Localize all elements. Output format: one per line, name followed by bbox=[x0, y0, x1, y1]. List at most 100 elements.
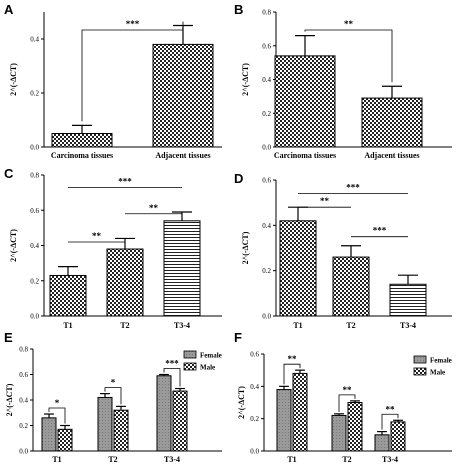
significance-label: *** bbox=[118, 176, 132, 186]
legend-label: Male bbox=[430, 369, 445, 377]
panel-letter: C bbox=[4, 166, 14, 181]
panel-letter: D bbox=[234, 171, 243, 186]
y-tick-label: 0.8 bbox=[30, 172, 39, 180]
bar bbox=[347, 402, 363, 452]
significance-label: *** bbox=[165, 359, 179, 369]
significance-bracket bbox=[381, 413, 399, 430]
y-axis-label: 2^(-ΔCT) bbox=[9, 63, 18, 96]
significance-bracket bbox=[104, 387, 122, 405]
significance-bracket bbox=[81, 21, 184, 122]
panel-f: F 0.0 0.2 0.4 0.6 2^(-ΔCT) T1 T2 T3-4 ** ** ** Femal… bbox=[234, 330, 452, 464]
x-category-label: T2 bbox=[346, 321, 355, 330]
significance-label: * bbox=[111, 378, 116, 388]
y-tick-label: 0.6 bbox=[19, 371, 28, 379]
bar bbox=[97, 396, 113, 452]
significance-bracket bbox=[163, 368, 181, 387]
legend-label: Female bbox=[200, 352, 222, 360]
y-tick-label: 0.4 bbox=[19, 397, 28, 405]
significance-label: * bbox=[55, 398, 60, 408]
x-category-label: Adjacent tissues bbox=[364, 151, 419, 160]
y-tick-label: 0.2 bbox=[250, 415, 259, 423]
bar bbox=[163, 220, 201, 317]
y-tick-label: 0.6 bbox=[250, 351, 259, 359]
y-tick-label: 0.2 bbox=[262, 267, 271, 275]
y-tick-label: 0.2 bbox=[30, 277, 39, 285]
significance-label: ** bbox=[288, 354, 298, 364]
legend-label: Male bbox=[200, 364, 215, 372]
significance-bracket bbox=[304, 29, 393, 83]
panel-letter: F bbox=[234, 330, 242, 345]
x-category-label: T1 bbox=[52, 455, 61, 464]
y-axis-label: 2^(-ΔCT) bbox=[241, 231, 250, 264]
x-category-label: T3-4 bbox=[164, 455, 180, 464]
significance-label: ** bbox=[320, 196, 330, 206]
panel-d: D0.00.20.40.62^(-ΔCT)T1 T2 T3-4******** bbox=[234, 171, 452, 330]
y-tick-label: 0.6 bbox=[262, 42, 271, 50]
y-tick-label: 0.4 bbox=[30, 242, 39, 250]
significance-label: ** bbox=[386, 404, 396, 414]
y-tick-label: 0.0 bbox=[30, 313, 39, 321]
significance-label: *** bbox=[373, 226, 387, 236]
bar bbox=[292, 372, 308, 452]
x-category-label: Carcinoma tissues bbox=[51, 151, 113, 160]
bar bbox=[389, 283, 427, 317]
legend: Female Male bbox=[413, 355, 452, 377]
bar bbox=[332, 256, 370, 317]
legend-swatch bbox=[413, 367, 427, 376]
y-tick-label: 0.0 bbox=[30, 144, 39, 152]
bar bbox=[156, 375, 172, 452]
panel-e: E0.00.20.40.60.82^(-ΔCT)T1 T2 T3-4*****Fem… bbox=[4, 330, 222, 464]
panel-letter: A bbox=[4, 2, 14, 17]
significance-label: ** bbox=[149, 203, 159, 213]
significance-label: ** bbox=[344, 19, 354, 29]
panel-c: C0.00.20.40.60.82^(-ΔCT)T1 T2 T3-4******* bbox=[4, 166, 222, 330]
y-tick-label: 0.0 bbox=[19, 448, 28, 456]
bar bbox=[274, 55, 336, 148]
x-category-label: T3-4 bbox=[400, 321, 416, 330]
bar bbox=[172, 390, 188, 452]
significance-label: ** bbox=[343, 385, 353, 395]
y-tick-label: 0.8 bbox=[262, 9, 271, 17]
bar bbox=[331, 414, 347, 452]
x-category-label: T2 bbox=[120, 321, 129, 330]
bar bbox=[51, 133, 113, 148]
x-category-label: T1 bbox=[63, 321, 72, 330]
legend-swatch bbox=[183, 350, 197, 359]
bar bbox=[390, 421, 406, 452]
significance-label: *** bbox=[126, 19, 140, 29]
y-axis-label: 2^(-ΔCT) bbox=[241, 63, 250, 96]
y-axis-label: 2^(-ΔCT) bbox=[9, 229, 18, 262]
bar bbox=[113, 409, 129, 452]
y-tick-label: 0.6 bbox=[262, 177, 271, 185]
significance-bracket bbox=[338, 394, 356, 412]
y-tick-label: 0.2 bbox=[19, 422, 28, 430]
significance-bracket bbox=[283, 363, 301, 385]
bar bbox=[49, 274, 87, 317]
y-tick-label: 0.6 bbox=[30, 207, 39, 215]
x-category-label: T2 bbox=[342, 455, 351, 464]
y-tick-label: 0.4 bbox=[262, 222, 271, 230]
panel-letter: E bbox=[4, 330, 13, 345]
panel-b: B 0.0 0.2 0.4 0.6 0.8 2^(-ΔCT) Carcinoma tissue… bbox=[234, 2, 452, 160]
y-tick-label: 0.0 bbox=[262, 144, 271, 152]
bar bbox=[276, 389, 292, 452]
significance-bracket bbox=[48, 407, 66, 424]
significance-label: *** bbox=[346, 183, 360, 193]
significance-label: ** bbox=[92, 231, 102, 241]
x-category-label: Carcinoma tissues bbox=[274, 151, 336, 160]
legend: Female Male bbox=[183, 350, 222, 372]
bar bbox=[106, 248, 144, 317]
legend-swatch bbox=[413, 355, 427, 364]
legend-label: Female bbox=[430, 357, 452, 365]
x-category-label: T1 bbox=[293, 321, 302, 330]
y-tick-label: 0.4 bbox=[262, 76, 271, 84]
y-axis-label: 2^(-ΔCT) bbox=[237, 386, 246, 419]
y-tick-label: 0.2 bbox=[30, 90, 39, 98]
bar bbox=[57, 428, 73, 452]
bar bbox=[41, 417, 57, 452]
x-category-label: T1 bbox=[287, 455, 296, 464]
panel-letter: B bbox=[234, 2, 243, 17]
y-tick-label: 0.2 bbox=[262, 110, 271, 118]
panel-a: A 0.0 0.2 0.4 2^(-ΔCT) Carcinoma tissues Adjac… bbox=[4, 2, 222, 160]
x-category-label: T3-4 bbox=[174, 321, 190, 330]
